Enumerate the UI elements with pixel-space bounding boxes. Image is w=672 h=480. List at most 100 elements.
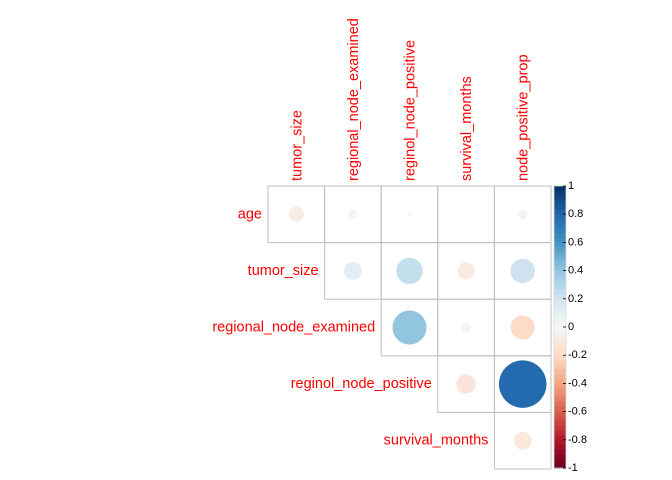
colorbar-segment bbox=[554, 463, 566, 469]
colorbar-tick-label: 0.4 bbox=[568, 265, 583, 277]
colorbar-segment bbox=[554, 233, 566, 239]
colorbar-segment bbox=[554, 336, 566, 342]
colorbar-segment bbox=[554, 374, 566, 380]
colorbar-segment bbox=[554, 317, 566, 323]
colorbar-segment bbox=[554, 251, 566, 258]
correlation-circle bbox=[457, 262, 475, 280]
correlation-circle bbox=[518, 209, 528, 219]
correlation-circle bbox=[396, 257, 423, 285]
colorbar-segment bbox=[554, 237, 566, 243]
colorbar-segment bbox=[554, 223, 566, 229]
colorbar-segment bbox=[554, 439, 566, 446]
colorbar-segment bbox=[554, 388, 566, 394]
grid-cell bbox=[493, 411, 552, 470]
row-label: survival_months bbox=[384, 433, 489, 449]
colorbar-segment bbox=[554, 341, 566, 347]
colorbar-segment bbox=[554, 204, 566, 211]
correlation-circle bbox=[392, 310, 427, 345]
correlation-circle bbox=[513, 431, 532, 450]
row-labels: age tumor_size regional_node_examinedregin… bbox=[212, 206, 488, 448]
colorbar-segment bbox=[554, 416, 566, 422]
colorbar-segment bbox=[554, 261, 566, 267]
correlation-circle bbox=[288, 206, 304, 222]
colorbar-segment bbox=[554, 284, 566, 290]
row-label: regional_node_examined bbox=[212, 320, 375, 336]
colorbar-segment bbox=[554, 312, 566, 319]
colorbar-segment bbox=[554, 435, 566, 441]
colorbar-segment bbox=[554, 209, 566, 215]
colorbar-segment bbox=[554, 298, 566, 305]
colorbar-segment bbox=[554, 350, 566, 356]
colorbar-tick-label: -0.2 bbox=[568, 349, 587, 361]
colorbar-segment bbox=[554, 453, 566, 460]
colorbar-tick-label: -1 bbox=[568, 462, 578, 474]
colorbar-segment bbox=[554, 364, 566, 370]
correlation-circle bbox=[456, 374, 476, 394]
correlation-circle bbox=[510, 258, 536, 284]
colorbar-tick-label: -0.8 bbox=[568, 434, 587, 446]
colorbar-segment bbox=[554, 322, 566, 328]
colorbar-segment bbox=[554, 411, 566, 417]
row-label: age bbox=[238, 206, 262, 222]
colorbar-segment bbox=[554, 378, 566, 384]
colorbar-segment bbox=[554, 359, 566, 366]
colorbar-segment bbox=[554, 406, 566, 413]
colorbar-segment bbox=[554, 458, 566, 464]
colorbar-segment bbox=[554, 275, 566, 281]
colorbar-tick-label: 0.6 bbox=[568, 236, 583, 248]
colorbar-tick-label: -0.6 bbox=[568, 406, 587, 418]
colorbar-segment bbox=[554, 449, 566, 455]
colorbar-segment bbox=[554, 345, 566, 352]
colorbar-segment bbox=[554, 425, 566, 431]
colorbar-segment bbox=[554, 402, 566, 408]
colorbar-tick-label: -0.4 bbox=[568, 377, 587, 389]
colorbar-segment bbox=[554, 247, 566, 253]
correlation-circles bbox=[288, 206, 547, 450]
row-label: reginol_node_positive bbox=[291, 376, 432, 392]
colorbar-segment bbox=[554, 190, 566, 196]
column-label: reginol_node_positive bbox=[403, 40, 419, 181]
column-label: regional_node_examined bbox=[346, 18, 362, 181]
colorbar-segment bbox=[554, 294, 566, 300]
grid bbox=[267, 185, 552, 470]
colorbar-tick-label: 0.8 bbox=[568, 208, 583, 220]
colorbar-segment bbox=[554, 280, 566, 286]
colorbar-segment bbox=[554, 256, 566, 262]
colorbar-segment bbox=[554, 327, 566, 333]
colorbar-segment bbox=[554, 186, 566, 192]
column-labels: tumor_size regional_node_examined reginol_… bbox=[289, 18, 531, 181]
correlation-circle bbox=[461, 322, 471, 333]
colorbar-tick-label: 0.2 bbox=[568, 293, 583, 305]
colorbar-segment bbox=[554, 303, 566, 309]
correlation-circle bbox=[343, 261, 362, 280]
colorbar-tick-label: 1 bbox=[568, 180, 574, 192]
column-label: node_positive_prop bbox=[516, 54, 532, 181]
colorbar-segment bbox=[554, 331, 566, 337]
colorbar: -1 -0.8 -0.6 -0.4 -0.2 0 0.2 0.4 0.6 0.8 1 bbox=[553, 180, 587, 474]
colorbar-segment bbox=[554, 392, 566, 399]
colorbar-segment bbox=[554, 270, 566, 276]
colorbar-segment bbox=[554, 355, 566, 361]
column-label: survival_months bbox=[459, 76, 475, 181]
colorbar-segment bbox=[554, 228, 566, 234]
colorbar-segment bbox=[554, 308, 566, 314]
colorbar-segment bbox=[554, 421, 566, 427]
colorbar-segment bbox=[554, 242, 566, 248]
correlation-circle bbox=[406, 211, 413, 217]
colorbar-segment bbox=[554, 369, 566, 375]
colorbar-segment bbox=[554, 383, 566, 389]
correlation-circle bbox=[498, 360, 547, 408]
correlation-circle bbox=[465, 213, 467, 215]
correlation-circle bbox=[348, 209, 358, 219]
colorbar-segment bbox=[554, 289, 566, 295]
colorbar-segment bbox=[554, 195, 566, 201]
colorbar-segment bbox=[554, 200, 566, 206]
colorbar-segment bbox=[554, 265, 566, 272]
correlation-circle bbox=[510, 315, 535, 340]
colorbar-segment bbox=[554, 430, 566, 436]
colorbar-segment bbox=[554, 214, 566, 220]
colorbar-segment bbox=[554, 444, 566, 450]
colorbar-segment bbox=[554, 397, 566, 403]
column-label: tumor_size bbox=[289, 110, 305, 181]
